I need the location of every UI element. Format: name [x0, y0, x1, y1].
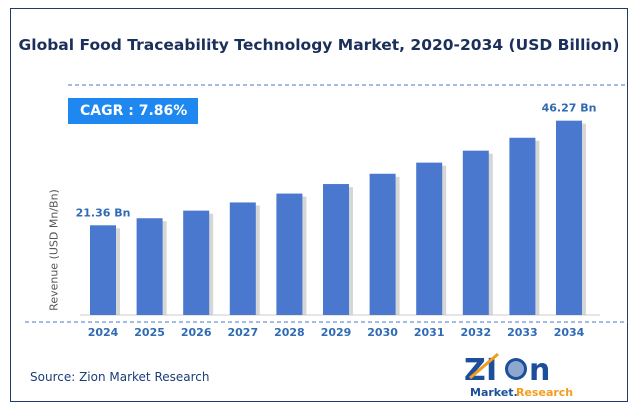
svg-text:n: n	[529, 353, 550, 388]
x-tick-label: 2031	[414, 326, 445, 339]
x-tick-label: 2027	[227, 326, 258, 339]
bar-2031	[416, 162, 443, 315]
x-tick-label: 2034	[554, 326, 585, 339]
data-label: 21.36 Bn	[76, 206, 131, 219]
bar-2027	[229, 202, 256, 315]
x-tick-label: 2030	[367, 326, 398, 339]
bar-2032	[462, 150, 489, 315]
x-tick-label: 2028	[274, 326, 305, 339]
chart-frame	[10, 8, 628, 402]
bar-2028	[276, 193, 303, 315]
zion-logo: Z I n Market. Research	[462, 350, 582, 404]
bar-2034	[556, 120, 582, 315]
data-label: 46.27 Bn	[542, 102, 597, 115]
svg-text:Z: Z	[464, 353, 486, 388]
bar-2025	[136, 218, 163, 315]
chart-title: Global Food Traceability Technology Mark…	[18, 36, 620, 54]
bar-2026	[183, 210, 210, 315]
svg-text:Market.: Market.	[470, 386, 518, 399]
x-tick-label: 2026	[181, 326, 212, 339]
svg-text:Research: Research	[516, 386, 573, 399]
x-tick-label: 2029	[321, 326, 352, 339]
bar-2029	[323, 184, 349, 315]
bar-2024	[90, 225, 116, 315]
x-tick-label: 2024	[88, 326, 119, 339]
bar-2033	[509, 137, 536, 315]
cagr-badge: CAGR : 7.86%	[68, 98, 198, 124]
bar-2030	[369, 173, 396, 315]
x-tick-label: 2032	[460, 326, 491, 339]
svg-text:I: I	[486, 353, 497, 388]
x-tick-label: 2033	[507, 326, 538, 339]
x-tick-label: 2025	[134, 326, 165, 339]
source-text: Source: Zion Market Research	[30, 370, 210, 384]
